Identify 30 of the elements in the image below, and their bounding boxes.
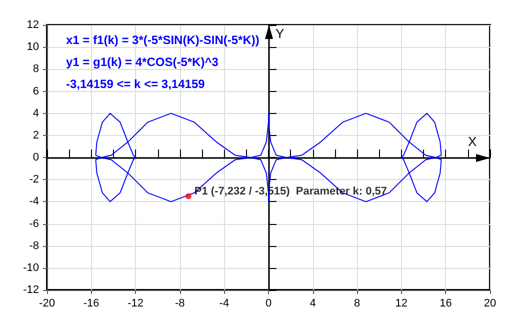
annotation: x1 = f1(k) = 3*(-5*SIN(K)-SIN(-5*K)): [66, 33, 260, 47]
x-tick-label: 20: [484, 298, 496, 310]
y-axis-title: Y: [276, 26, 284, 41]
x-tick-label: 4: [310, 298, 316, 310]
x-axis-title: X: [468, 134, 477, 148]
x-tick-label: 12: [395, 298, 408, 310]
x-tick-label: 16: [440, 298, 452, 310]
y-tick-label: 6: [32, 85, 39, 98]
y-tick-label: -10: [23, 262, 39, 274]
x-tick-label: -8: [175, 298, 185, 310]
annotation: -3,14159 <= k <= 3,14159: [66, 77, 206, 91]
y-tick-label: -2: [29, 174, 39, 186]
y-tick-label: -12: [23, 284, 39, 296]
x-tick-label: -12: [128, 298, 144, 310]
x-tick-label: -4: [219, 298, 230, 310]
y-tick-label: 4: [32, 107, 39, 120]
y-tick-label: -6: [29, 218, 39, 230]
y-tick-label: 2: [32, 129, 39, 142]
x-tick-label: 8: [354, 298, 360, 310]
x-tick-label: -20: [39, 298, 55, 310]
x-tick-label: 0: [265, 298, 272, 310]
y-tick-label: 8: [32, 63, 39, 76]
x-tick-label: -16: [83, 298, 100, 310]
line-series: [95, 112, 442, 202]
y-tick-label: -4: [29, 196, 39, 208]
y-tick-label: 0: [32, 152, 39, 164]
y-tick-label: 10: [26, 41, 39, 54]
y-tick-label: 12: [26, 19, 39, 31]
y-tick-label: -8: [29, 240, 39, 252]
annotation: y1 = g1(k) = 4*COS(-5*K)^3: [66, 55, 219, 69]
